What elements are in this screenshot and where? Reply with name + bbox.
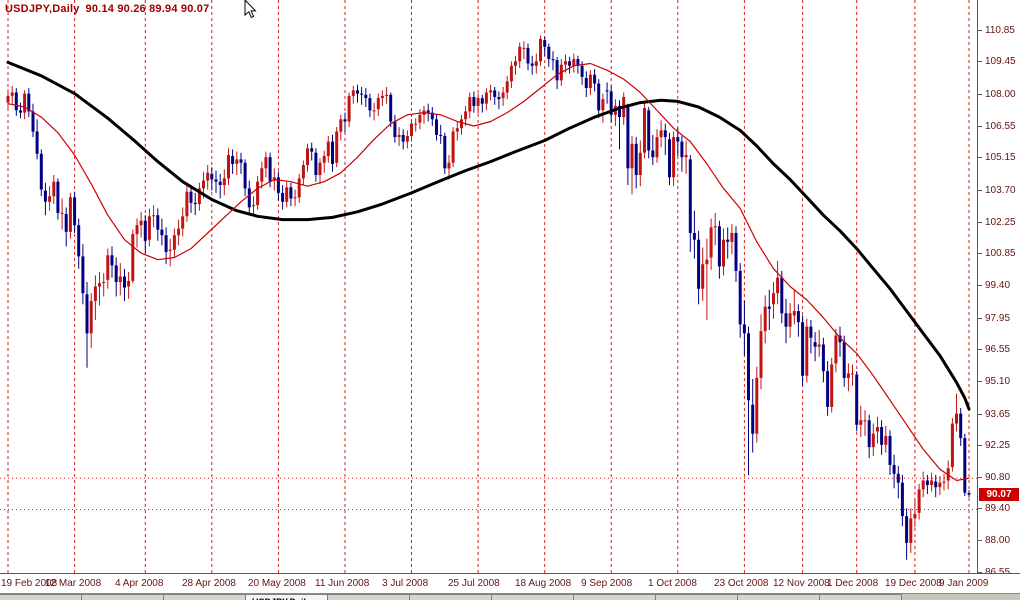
current-price-tag: 90.07 xyxy=(979,488,1019,501)
price-axis-label: 103.70 xyxy=(978,185,1016,196)
chart-tab[interactable] xyxy=(656,594,738,600)
price-axis-label: 88.00 xyxy=(977,535,1011,546)
chart-tab-bar: USDJPY,Daily xyxy=(0,593,1020,600)
level-lines xyxy=(0,477,977,510)
chart-tab[interactable] xyxy=(0,594,82,600)
price-axis-label: 99.40 xyxy=(977,280,1011,291)
chart-tab[interactable] xyxy=(820,594,902,600)
ma-slow-line xyxy=(6,60,971,411)
date-label: 18 Aug 2008 xyxy=(515,578,572,589)
chart-title: USDJPY,Daily 90.14 90.26 89.94 90.07 xyxy=(5,3,209,15)
candles-layer xyxy=(6,35,971,560)
date-label: 12 Nov 2008 xyxy=(773,578,830,589)
chart-symbol-label: USDJPY,Daily xyxy=(5,3,80,15)
date-label: 3 Jul 2008 xyxy=(382,578,429,589)
grid-layer xyxy=(7,0,970,573)
time-axis[interactable]: 19 Feb 2008 12 Mar 2008 4 Apr 2008 28 Apr 2… xyxy=(0,573,1020,594)
price-axis-label: 102.25 xyxy=(978,217,1016,228)
price-axis-label: 106.55 xyxy=(978,121,1016,132)
date-label: 9 Sep 2008 xyxy=(581,578,633,589)
price-axis-label: 105.15 xyxy=(978,152,1016,163)
price-axis-label: 108.00 xyxy=(978,89,1016,100)
price-axis-label: 97.95 xyxy=(977,313,1011,324)
candlestick-chart[interactable] xyxy=(0,0,977,573)
price-axis-label: 90.80 xyxy=(977,472,1011,483)
date-label: 20 May 2008 xyxy=(248,578,306,589)
price-axis-label: 92.25 xyxy=(977,440,1011,451)
chart-tab[interactable] xyxy=(574,594,656,600)
chart-tab[interactable] xyxy=(328,594,410,600)
chart-ohlc-label: 90.14 90.26 89.94 90.07 xyxy=(85,3,210,15)
chart-tab[interactable] xyxy=(492,594,574,600)
price-axis-label: 89.40 xyxy=(977,503,1011,514)
chart-tab[interactable] xyxy=(164,594,246,600)
price-axis-label: 110.85 xyxy=(978,25,1015,36)
chart-tab[interactable] xyxy=(410,594,492,600)
date-label: 1 Oct 2008 xyxy=(648,578,697,589)
date-label: 9 Jan 2009 xyxy=(939,578,989,589)
date-label: 28 Apr 2008 xyxy=(182,578,236,589)
chart-tab[interactable] xyxy=(82,594,164,600)
date-label: 19 Dec 2008 xyxy=(885,578,942,589)
price-axis-label: 86.55 xyxy=(977,568,1010,578)
price-axis[interactable]: 90.07 110.85 109.45 108.00 106.55 105.15 103.… xyxy=(977,0,1020,593)
chart-tab[interactable] xyxy=(738,594,820,600)
date-label: 19 Feb 2008 xyxy=(1,578,58,589)
date-label: 4 Apr 2008 xyxy=(115,578,164,589)
ma-fast-line xyxy=(7,62,970,482)
mouse-cursor-icon xyxy=(244,0,257,19)
date-label: 11 Jun 2008 xyxy=(315,578,370,589)
price-axis-label: 100.85 xyxy=(978,248,1016,259)
date-label: 1 Dec 2008 xyxy=(827,578,879,589)
price-axis-label: 96.55 xyxy=(977,344,1011,355)
price-axis-label: 109.45 xyxy=(978,56,1016,67)
date-label: 12 Mar 2008 xyxy=(45,578,102,589)
price-axis-label: 95.10 xyxy=(977,376,1011,387)
price-axis-label: 93.65 xyxy=(977,409,1011,420)
chart-tab-active[interactable]: USDJPY,Daily xyxy=(246,594,328,600)
chart-plot-area[interactable]: USDJPY,Daily 90.14 90.26 89.94 90.07 xyxy=(0,0,977,573)
date-label: 23 Oct 2008 xyxy=(714,578,769,589)
date-label: 25 Jul 2008 xyxy=(448,578,500,589)
